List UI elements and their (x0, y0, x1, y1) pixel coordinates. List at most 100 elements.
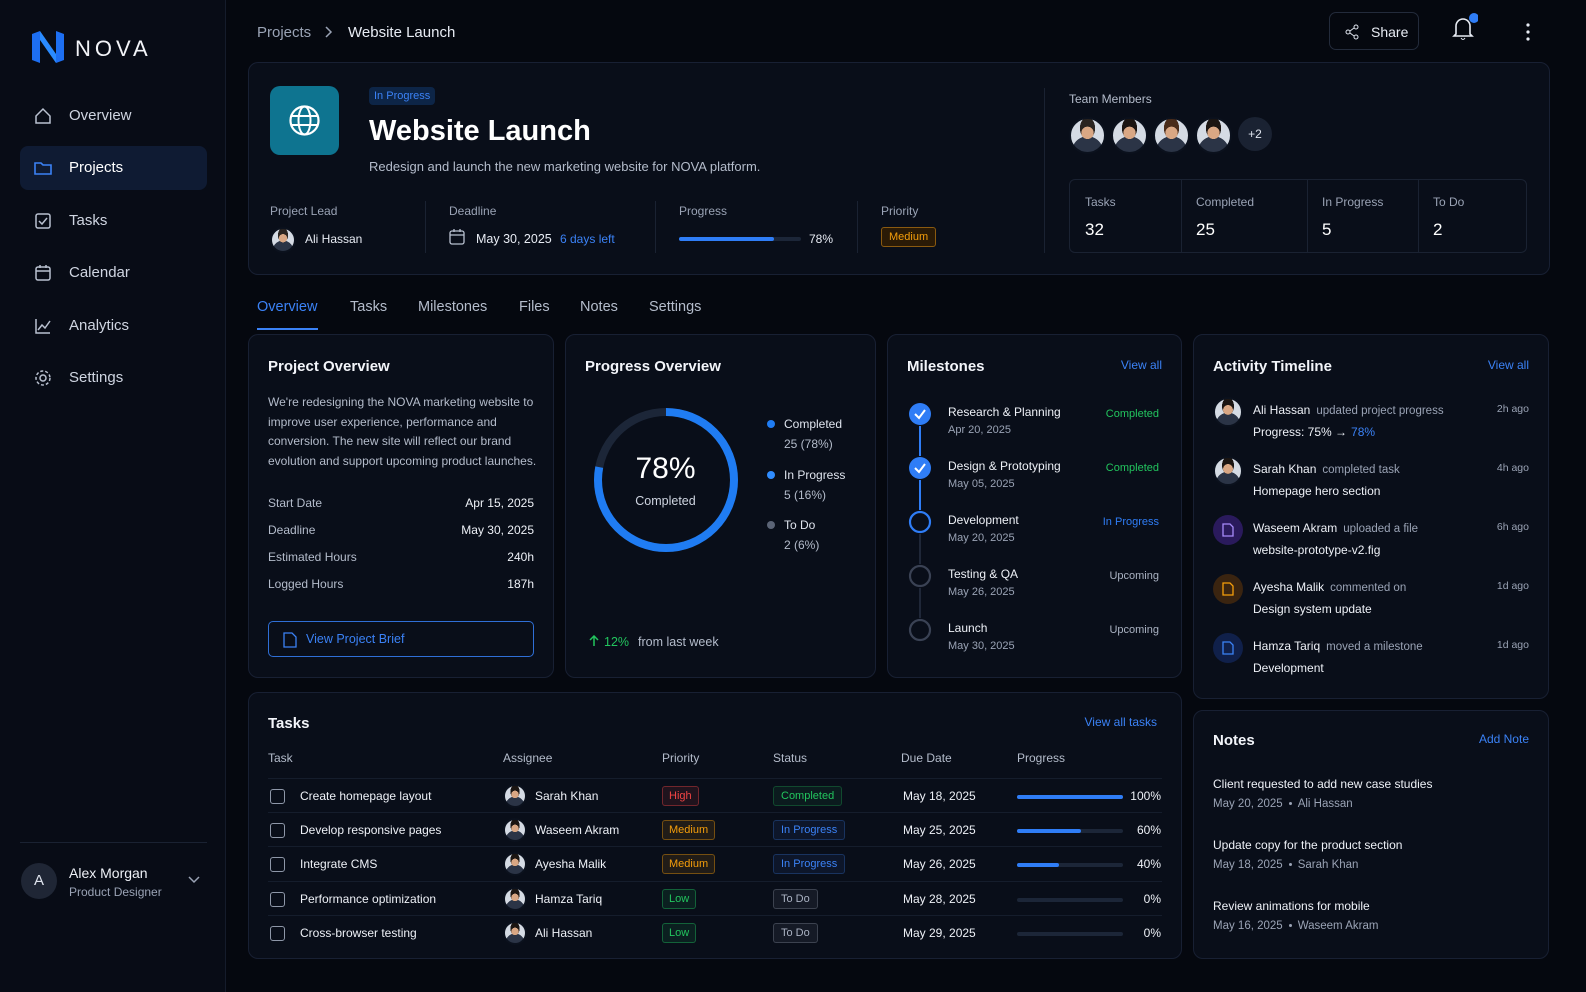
divider (1307, 180, 1308, 252)
tab[interactable]: Milestones (418, 299, 488, 315)
priority-badge: High (662, 786, 699, 806)
progress-value: 78% (809, 232, 834, 246)
stat-value: 5 (1322, 220, 1332, 239)
activity-action: updated project progress (1316, 405, 1444, 417)
note-author: Waseem Akram (1297, 920, 1379, 932)
notes: Notes Add Note Client requested to add new… (1193, 710, 1549, 959)
more-menu[interactable] (1524, 22, 1532, 42)
project-icon (270, 86, 339, 155)
notifications[interactable] (1452, 12, 1478, 42)
chevron[interactable] (188, 876, 200, 884)
project-overview: Project Overview We're redesigning the NO… (248, 334, 554, 678)
task-name: Develop responsive pages (300, 823, 442, 838)
tab[interactable]: Settings (649, 299, 702, 315)
tab[interactable]: Files (519, 299, 550, 315)
milestone-icon (908, 618, 932, 647)
tab[interactable]: Tasks (350, 299, 388, 315)
status-badge: To Do (773, 922, 818, 943)
task-name: Performance optimization (300, 891, 437, 906)
user-role: Product Designer (69, 885, 162, 899)
days-left: 6 days left (560, 232, 615, 246)
breadcrumb-root[interactable]: Projects (257, 24, 312, 41)
activity-time: 2h ago (1496, 403, 1529, 415)
column-header: Status (773, 751, 808, 765)
row-divider (268, 812, 1162, 814)
icon (1222, 582, 1234, 596)
detail-label: Logged Hours (268, 577, 344, 591)
legend-name: Completed (784, 417, 843, 431)
view-all[interactable]: View all (1487, 358, 1529, 372)
stat-label: To Do (1433, 195, 1465, 209)
activity-user: Waseem Akram (1253, 521, 1338, 535)
checkbox[interactable] (270, 823, 285, 839)
divider (1181, 180, 1182, 252)
assignee: Ayesha Malik (535, 857, 607, 872)
note-author: Sarah Khan (1297, 859, 1359, 871)
milestone-date: Apr 20, 2025 (948, 424, 1011, 436)
status-badge: In Progress (773, 854, 846, 875)
progress-overview: Progress Overview 78% Completed Completed 25… (565, 334, 876, 678)
globe (288, 104, 321, 142)
tasks: Tasks View all tasks Task Assignee Priority S… (248, 692, 1182, 959)
donut-caption: Completed (635, 494, 696, 508)
status-badge: In Progress (369, 87, 436, 105)
up-arrow (588, 634, 600, 652)
activity-line: Hamza Tariq moved a milestone (1253, 639, 1423, 653)
detail-value: 240h (507, 550, 534, 564)
checkbox[interactable] (270, 857, 285, 873)
checkbox[interactable] (270, 925, 285, 941)
progress-track (1017, 795, 1123, 799)
nav-item[interactable]: Settings (20, 356, 207, 400)
tab[interactable]: Overview (257, 299, 318, 315)
detail-label: Estimated Hours (268, 550, 357, 564)
milestone-icon (908, 402, 932, 431)
checkbox[interactable] (270, 891, 285, 907)
change-value: 12% (604, 635, 630, 649)
bullet-dot (1288, 802, 1292, 806)
icon (1222, 641, 1234, 655)
user-avatar[interactable]: A (21, 863, 57, 899)
button-label: View Project Brief (306, 632, 405, 646)
sidebar: NOVA A Alex Morgan Product Designer Over… (0, 0, 226, 992)
icon (909, 403, 931, 425)
meta-label: Priority (881, 204, 919, 218)
globe-icon (289, 105, 320, 136)
breadcrumb-current: Website Launch (348, 24, 456, 41)
deadline: May 30, 2025 (476, 232, 552, 246)
icon (35, 213, 51, 229)
assignee: Sarah Khan (535, 789, 599, 803)
change-text: from last week (638, 635, 719, 649)
brief-button[interactable]: View Project Brief (268, 621, 534, 657)
calendar-icon (449, 229, 465, 250)
share-button[interactable]: Share (1329, 12, 1419, 50)
add-note[interactable]: Add Note (1478, 732, 1529, 746)
milestone-status: Completed (1105, 462, 1159, 474)
icon (35, 318, 51, 334)
donut-value: 78% (635, 452, 696, 485)
project-description: Redesign and launch the new marketing we… (369, 159, 761, 174)
nav-item[interactable]: Projects (20, 146, 207, 191)
tab[interactable]: Notes (580, 299, 618, 315)
activity-detail: Progress: 75% → (1253, 425, 1348, 439)
nav-item[interactable]: Analytics (20, 304, 207, 348)
view-all[interactable]: View all tasks (1084, 715, 1157, 729)
activity-detail-line: Development (1253, 661, 1324, 675)
column-header: Due Date (901, 751, 952, 765)
nav-item[interactable]: Tasks (20, 199, 207, 243)
note-meta: May 18, 2025 Sarah Khan (1213, 859, 1358, 871)
milestone-icon (908, 564, 932, 593)
icon (35, 370, 51, 386)
nav-icon (33, 263, 53, 288)
nav-icon (33, 368, 53, 393)
activity-time: 1d ago (1496, 639, 1529, 651)
progress-fill (1017, 829, 1081, 834)
nav-item[interactable]: Overview (20, 94, 207, 138)
project-header: In Progress Website Launch Redesign and la… (248, 62, 1550, 275)
legend-dot (767, 521, 775, 529)
activity-detail: Development (1253, 661, 1324, 675)
nav-item[interactable]: Calendar (20, 251, 207, 295)
checkbox[interactable] (270, 789, 285, 804)
nav-label: Analytics (69, 316, 130, 334)
view-all[interactable]: View all (1120, 358, 1162, 372)
